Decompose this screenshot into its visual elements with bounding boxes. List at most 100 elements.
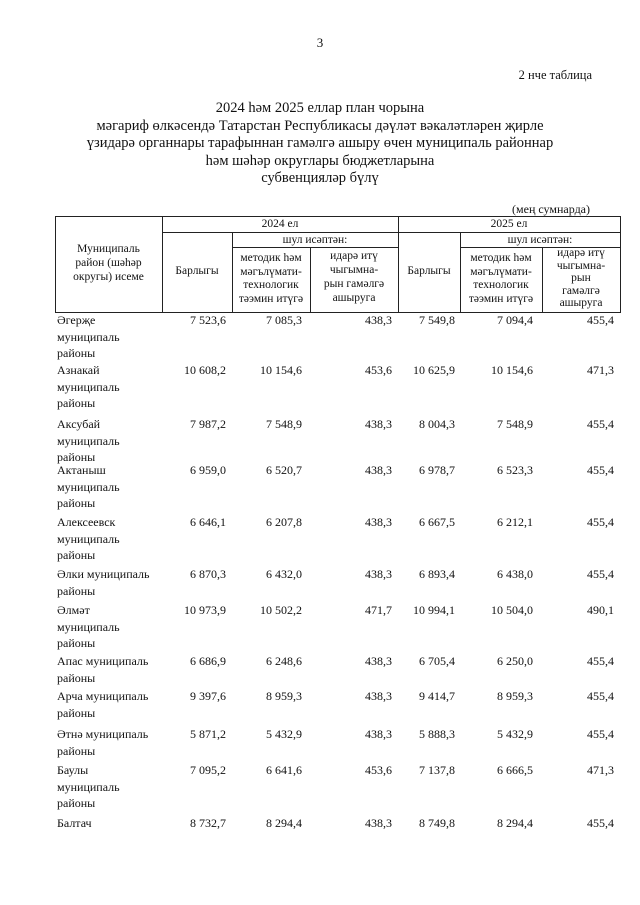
row-name: муниципаль bbox=[57, 379, 120, 394]
cell-value: 5 432,9 bbox=[497, 727, 533, 741]
cell-value: 438,3 bbox=[365, 654, 392, 668]
cell-value: 438,3 bbox=[365, 463, 392, 477]
table-rule bbox=[460, 247, 620, 248]
header-name: округы) исеме bbox=[73, 271, 144, 283]
cell-value: 8 004,3 bbox=[419, 417, 455, 431]
cell-value: 5 432,9 bbox=[266, 727, 302, 741]
cell-value: 7 095,2 bbox=[190, 763, 226, 777]
header-admin: ашыруга bbox=[332, 292, 376, 304]
cell-value: 471,7 bbox=[365, 603, 392, 617]
header-including: шул исәптән: bbox=[507, 234, 573, 246]
row-name: Әлмәт bbox=[57, 603, 90, 617]
row-name: районы bbox=[57, 496, 96, 510]
cell-value: 10 994,1 bbox=[413, 603, 455, 617]
cell-value: 6 686,9 bbox=[190, 654, 226, 668]
cell-value: 438,3 bbox=[365, 515, 392, 529]
cell-value: 438,3 bbox=[365, 417, 392, 431]
cell-value: 438,3 bbox=[365, 313, 392, 327]
row-name: районы bbox=[57, 583, 96, 598]
page-number: 3 bbox=[316, 35, 324, 50]
header-method: технологик bbox=[243, 279, 299, 291]
table-rule bbox=[55, 216, 56, 313]
cell-value: 455,4 bbox=[587, 463, 614, 477]
header-year: 2024 ел bbox=[261, 218, 299, 230]
row-name: Арча муниципаль bbox=[57, 689, 149, 703]
cell-value: 5 871,2 bbox=[190, 727, 226, 741]
cell-value: 6 641,6 bbox=[266, 763, 302, 777]
cell-value: 471,3 bbox=[587, 763, 614, 777]
header-including: шул исәптән: bbox=[282, 234, 348, 246]
cell-value: 9 414,7 bbox=[419, 689, 455, 703]
cell-value: 453,6 bbox=[365, 363, 392, 377]
table-rule bbox=[620, 216, 621, 313]
header-admin: рын bbox=[571, 272, 591, 284]
cell-value: 8 732,7 bbox=[190, 816, 226, 830]
cell-value: 7 548,9 bbox=[497, 417, 533, 431]
header-admin: идарә итү bbox=[330, 250, 378, 262]
row-name: Апас муниципаль bbox=[57, 654, 149, 668]
title-line: 2024 һәм 2025 еллар план чорына bbox=[215, 100, 425, 116]
header-admin: рын гамәлгә bbox=[323, 278, 385, 290]
cell-value: 6 207,8 bbox=[266, 515, 302, 529]
cell-value: 455,4 bbox=[587, 567, 614, 581]
cell-value: 6 667,5 bbox=[419, 515, 455, 529]
cell-value: 6 438,0 bbox=[497, 567, 533, 581]
cell-value: 6 520,7 bbox=[266, 463, 302, 477]
header-total: Барлыгы bbox=[407, 265, 451, 277]
header-method: тәэмин итүгә bbox=[238, 292, 304, 305]
cell-value: 455,4 bbox=[587, 417, 614, 431]
cell-value: 8 749,8 bbox=[419, 816, 455, 830]
cell-value: 10 502,2 bbox=[260, 603, 302, 617]
cell-value: 455,4 bbox=[587, 313, 614, 327]
cell-value: 6 646,1 bbox=[190, 515, 226, 529]
cell-value: 8 294,4 bbox=[497, 816, 533, 830]
cell-value: 453,6 bbox=[365, 763, 392, 777]
header-method: тәэмин итүгә bbox=[468, 292, 534, 305]
cell-value: 5 888,3 bbox=[419, 727, 455, 741]
table-rule bbox=[542, 247, 543, 313]
table-rule bbox=[232, 232, 233, 313]
header-name: Муниципаль bbox=[77, 243, 140, 255]
header-name: район (шәһәр bbox=[75, 257, 142, 269]
cell-value: 7 085,3 bbox=[266, 313, 302, 327]
cell-value: 6 523,3 bbox=[497, 463, 533, 477]
header-method: методик һәм bbox=[470, 252, 532, 264]
cell-value: 6 959,0 bbox=[190, 463, 226, 477]
row-name: районы bbox=[57, 705, 96, 720]
table-rule bbox=[55, 216, 620, 217]
row-name: Баулы bbox=[57, 763, 89, 777]
cell-value: 490,1 bbox=[587, 603, 614, 617]
cell-value: 7 549,8 bbox=[419, 313, 455, 327]
table-rule bbox=[55, 312, 620, 313]
row-name: районы bbox=[57, 396, 96, 410]
cell-value: 8 959,3 bbox=[266, 689, 302, 703]
row-name: Аксубай bbox=[57, 417, 101, 431]
cell-value: 455,4 bbox=[587, 654, 614, 668]
cell-value: 10 154,6 bbox=[260, 363, 302, 377]
row-name: муниципаль bbox=[57, 779, 120, 794]
row-name: Актаныш bbox=[57, 463, 106, 477]
title-line: үзидарә органнары тарафыннан гамәлгә ашы… bbox=[86, 135, 554, 151]
title-line: мәгариф өлкәсендә Татарстан Республикасы… bbox=[96, 117, 544, 134]
cell-value: 7 137,8 bbox=[419, 763, 455, 777]
title-line: һәм шәһәр округлары бюджетларына bbox=[205, 152, 435, 169]
cell-value: 10 154,6 bbox=[491, 363, 533, 377]
cell-value: 438,3 bbox=[365, 816, 392, 830]
header-admin: идарә итү bbox=[557, 247, 605, 259]
row-name: Балтач bbox=[57, 816, 92, 830]
header-admin: гамәлгә bbox=[562, 284, 600, 297]
units-note: (мең сумнарда) bbox=[512, 202, 590, 216]
cell-value: 10 625,9 bbox=[413, 363, 455, 377]
header-year: 2025 ел bbox=[490, 218, 528, 230]
cell-value: 438,3 bbox=[365, 567, 392, 581]
header-method: мәгълүмати- bbox=[470, 265, 532, 278]
row-name: Әлки муниципаль bbox=[57, 567, 150, 581]
row-name: районы bbox=[57, 670, 96, 685]
header-admin: чыгымна- bbox=[556, 259, 606, 272]
row-name: муниципаль bbox=[57, 531, 120, 546]
row-name: муниципаль bbox=[57, 619, 120, 634]
header-method: технологик bbox=[473, 279, 529, 291]
cell-value: 7 523,6 bbox=[190, 313, 226, 327]
row-name: районы bbox=[57, 548, 96, 562]
cell-value: 6 432,0 bbox=[266, 567, 302, 581]
